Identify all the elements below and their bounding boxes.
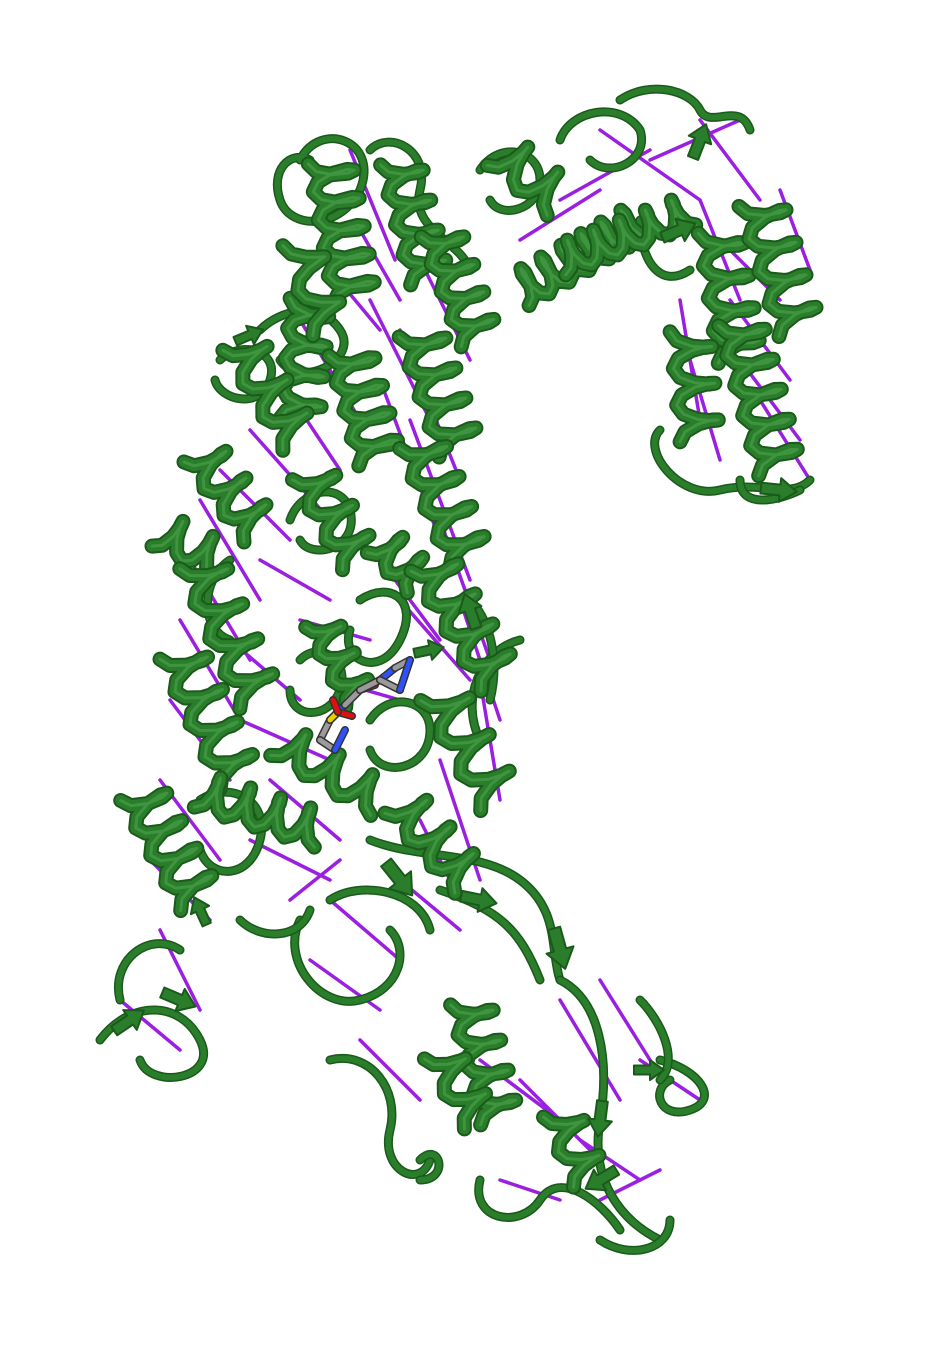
strand-arrow	[189, 896, 212, 928]
crosslink-bond	[578, 1138, 642, 1182]
helix-highlight	[398, 445, 486, 570]
helix-highlight	[281, 244, 342, 338]
strand-arrow	[459, 887, 498, 913]
strand-arrow	[380, 857, 414, 897]
crosslink-bond	[178, 618, 242, 722]
strand-arrow	[457, 593, 483, 631]
crosslink-bond	[398, 598, 472, 682]
helix-highlight	[192, 776, 316, 849]
crosslink-bond	[198, 498, 262, 602]
crosslink-bond	[118, 998, 182, 1052]
helix-highlight	[119, 791, 214, 912]
ligand-bond	[397, 657, 413, 693]
helix-layer	[113, 139, 824, 1195]
helix-highlight	[409, 562, 512, 693]
helix-highlight	[182, 449, 268, 544]
helix-highlight	[419, 696, 511, 812]
coil-ribbon	[656, 1057, 708, 1115]
ligand-bond	[332, 727, 348, 753]
ligand-stick-model	[316, 656, 414, 754]
ligand-bond	[330, 697, 341, 715]
coil-ribbon	[367, 699, 433, 771]
strand-arrow	[687, 123, 713, 161]
strand-arrow	[232, 324, 264, 347]
crosslink-bond	[358, 228, 402, 302]
helix-highlight	[737, 205, 818, 338]
strand-arrow	[584, 1164, 621, 1192]
crosslink-bond	[358, 1038, 422, 1102]
helix-highlight	[485, 145, 560, 217]
coil-ribbon	[557, 109, 645, 172]
helix-highlight	[178, 567, 275, 711]
helix-highlight	[150, 519, 215, 578]
crosslink-bond	[328, 898, 402, 962]
helix-highlight	[422, 1057, 488, 1131]
coil-ribbon	[597, 1217, 673, 1254]
crosslink-bond	[288, 858, 342, 902]
strand-arrow	[759, 477, 798, 503]
helix-highlight	[306, 162, 376, 306]
crosslink-bond	[558, 998, 622, 1102]
coil-ribbon	[637, 997, 672, 1083]
crosslink-bond	[498, 1178, 562, 1202]
strand-arrow	[545, 925, 575, 970]
coil-ribbon	[291, 917, 403, 1005]
strand-arrow	[412, 639, 445, 661]
helix-highlight	[291, 473, 371, 572]
crosslink-bond	[248, 838, 332, 882]
helix-highlight	[397, 335, 478, 459]
coil-ribbon	[617, 86, 753, 133]
coil-ribbon	[327, 887, 433, 933]
coil-ribbon	[274, 135, 367, 225]
helix-highlight	[327, 354, 399, 468]
coil-ribbon	[475, 1177, 623, 1233]
helix-highlight	[696, 231, 761, 365]
helix-highlight	[419, 235, 496, 349]
strand-arrow	[110, 1009, 145, 1037]
helix-highlight	[542, 1115, 601, 1189]
helix-highlight	[158, 655, 254, 791]
crosslink-bond	[598, 128, 702, 202]
helix-highlight	[564, 198, 698, 277]
coil-ribbon	[197, 789, 265, 875]
coil-ribbon	[115, 940, 183, 1003]
helix-highlight	[383, 798, 475, 895]
coil-ribbon	[417, 1151, 442, 1183]
coil-ribbon	[327, 1055, 433, 1178]
coil-ribbon	[237, 907, 313, 937]
crosslink-bond	[238, 718, 332, 762]
strand-arrow	[159, 986, 197, 1013]
crosslink-bond	[758, 398, 812, 482]
helix-highlight	[717, 324, 799, 478]
helix-highlight	[365, 535, 425, 595]
strand-arrow	[633, 1059, 665, 1081]
helix-highlight	[304, 624, 370, 709]
helix-highlight	[269, 733, 375, 817]
helix-highlight	[668, 330, 720, 444]
crosslink-bond	[518, 188, 602, 242]
crosslink-bond	[598, 978, 652, 1062]
strand-arrow	[587, 1099, 613, 1138]
helix-highlight	[221, 344, 309, 452]
strand-arrow	[659, 217, 697, 244]
crosslink-bond	[698, 118, 762, 202]
crosslink-bond	[258, 558, 332, 602]
strand-arrow-layer	[110, 123, 798, 1192]
